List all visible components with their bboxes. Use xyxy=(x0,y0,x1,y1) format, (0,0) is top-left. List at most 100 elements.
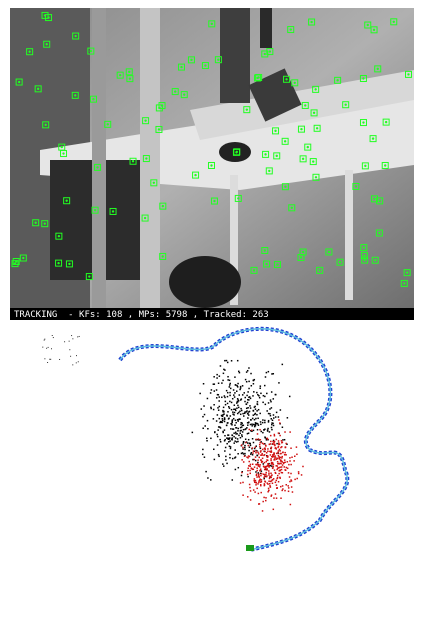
map-point xyxy=(227,441,230,443)
feature-marker xyxy=(310,109,318,117)
feature-point xyxy=(344,103,347,106)
map-point xyxy=(234,457,236,459)
map-point xyxy=(213,404,215,406)
local-map-point xyxy=(264,467,267,469)
map-point xyxy=(247,407,249,409)
local-map-point xyxy=(241,471,243,474)
local-map-point xyxy=(296,477,298,480)
feature-point xyxy=(152,181,156,185)
map-point xyxy=(207,427,209,430)
feature-point xyxy=(392,20,395,24)
local-map-point xyxy=(268,474,270,476)
map-point xyxy=(286,417,289,419)
local-map-point xyxy=(269,475,271,478)
map-point xyxy=(247,475,249,478)
map-point xyxy=(263,384,266,387)
local-map-point xyxy=(270,447,272,450)
map-point xyxy=(237,427,240,430)
feature-point xyxy=(183,93,186,96)
local-map-point xyxy=(281,489,283,492)
map-point xyxy=(231,457,234,460)
local-map-point xyxy=(274,447,277,449)
local-map-point xyxy=(249,469,251,472)
local-map-point xyxy=(266,456,269,458)
map-point xyxy=(219,427,222,429)
feature-marker xyxy=(375,229,383,237)
map-point xyxy=(213,376,215,378)
local-map-point xyxy=(252,450,255,452)
local-map-point xyxy=(277,462,279,465)
monitor xyxy=(220,8,250,103)
map-point xyxy=(258,396,261,399)
map-point xyxy=(246,427,248,429)
map-point xyxy=(215,389,218,391)
map-point xyxy=(263,477,265,480)
map-point xyxy=(247,424,249,426)
local-map-point xyxy=(284,431,286,433)
feature-point xyxy=(213,199,216,203)
map-point xyxy=(264,376,267,378)
map-point xyxy=(234,440,236,442)
map-point xyxy=(217,407,219,409)
map-point xyxy=(230,428,232,430)
local-map-point xyxy=(256,467,258,469)
local-map-point xyxy=(264,468,267,470)
map-point xyxy=(254,422,257,424)
local-map-point xyxy=(239,482,242,484)
local-map-point xyxy=(252,468,255,471)
map-point xyxy=(224,450,226,452)
map-point xyxy=(228,445,231,448)
map-point xyxy=(222,406,225,409)
feature-point xyxy=(74,94,77,97)
feature-point xyxy=(44,123,47,127)
map-point xyxy=(222,413,224,416)
feature-marker xyxy=(374,65,382,73)
map-point xyxy=(262,431,264,434)
feature-marker xyxy=(243,106,251,114)
feature-marker xyxy=(312,85,320,93)
map-point xyxy=(249,397,252,400)
feature-point xyxy=(235,150,239,154)
local-map-point xyxy=(269,434,272,437)
feature-marker xyxy=(109,207,117,215)
feature-marker xyxy=(201,62,209,70)
feature-marker xyxy=(233,148,241,156)
map-point xyxy=(221,418,224,420)
local-map-point xyxy=(273,435,276,437)
local-map-point xyxy=(259,445,261,448)
feature-marker xyxy=(376,197,384,205)
feature-point xyxy=(315,127,319,130)
local-map-point xyxy=(254,479,257,482)
local-map-point xyxy=(277,462,280,465)
local-map-point xyxy=(271,456,274,458)
feature-marker xyxy=(359,74,367,82)
local-map-point xyxy=(283,461,285,464)
local-map-point xyxy=(288,476,291,478)
map-point xyxy=(216,414,219,416)
map-point xyxy=(70,355,72,357)
feature-point xyxy=(363,258,366,262)
map-point xyxy=(228,379,231,382)
map-point xyxy=(248,396,250,399)
local-map-point xyxy=(290,472,292,475)
feature-marker xyxy=(142,117,150,125)
map-point xyxy=(233,411,236,414)
partition-post xyxy=(140,8,160,308)
feature-point xyxy=(161,255,164,258)
map-point xyxy=(262,419,264,421)
map-point xyxy=(234,419,237,422)
local-map-point xyxy=(290,480,293,482)
feature-point xyxy=(407,73,410,76)
feature-marker xyxy=(312,173,320,181)
map-point xyxy=(241,470,244,473)
map-point xyxy=(240,409,243,412)
current-camera xyxy=(246,545,254,551)
map-point xyxy=(251,423,253,425)
feature-marker xyxy=(261,50,269,58)
feature-marker xyxy=(155,104,163,112)
local-map-point xyxy=(279,450,281,452)
map-point xyxy=(244,448,246,451)
map-point xyxy=(235,421,237,424)
map-point xyxy=(231,438,233,441)
map-point xyxy=(275,411,278,414)
